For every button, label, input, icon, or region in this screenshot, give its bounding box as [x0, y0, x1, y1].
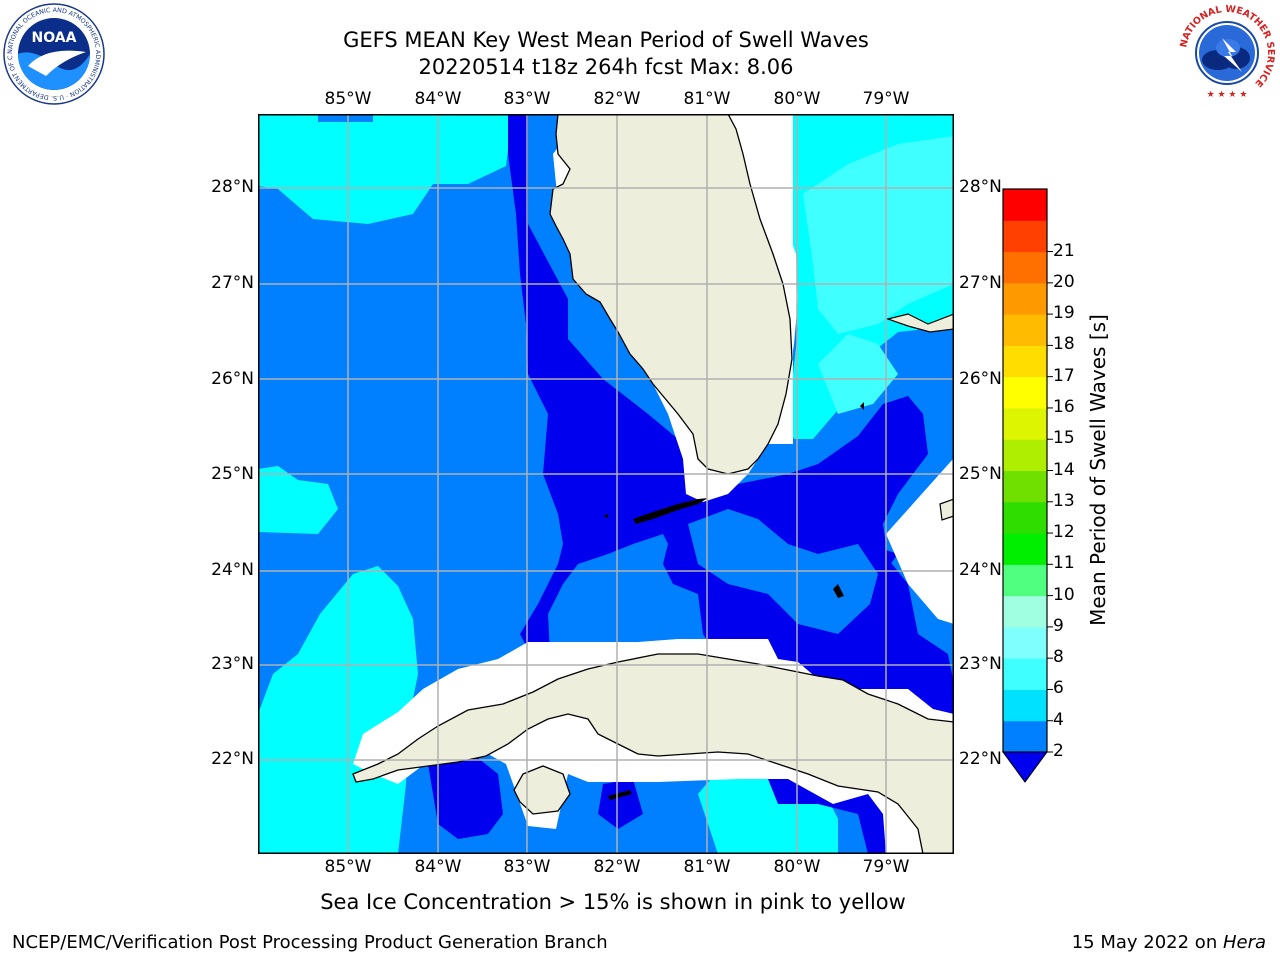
land-florida-keys	[603, 514, 608, 518]
colorbar-under-arrow	[1002, 751, 1048, 783]
colorbar-segment	[1003, 533, 1047, 565]
contour-under	[783, 522, 806, 549]
colorbar-segment	[1003, 220, 1047, 253]
lon-label-bottom: 79°W	[862, 857, 910, 877]
colorbar-tick-label: 2	[1053, 741, 1064, 761]
colorbar-segment	[1003, 407, 1047, 440]
lon-label-bottom: 81°W	[683, 857, 731, 877]
land-bahamas	[860, 402, 864, 410]
colorbar-segment	[1003, 439, 1047, 471]
lat-label-right: 24°N	[959, 560, 1002, 580]
lon-label-top: 80°W	[773, 89, 821, 109]
lat-label-left: 27°N	[211, 273, 254, 293]
colorbar-segment	[1003, 251, 1047, 284]
colorbar-tick-label: 19	[1053, 303, 1075, 324]
land-cays	[608, 790, 632, 800]
lat-label-right: 27°N	[959, 273, 1002, 293]
contour-4-6	[258, 566, 418, 854]
colorbar-segment	[1003, 314, 1047, 346]
lat-label-left: 24°N	[211, 560, 254, 580]
colorbar-tick-label: 17	[1053, 365, 1075, 386]
colorbar-segment	[1003, 658, 1047, 690]
colorbar-label: Mean Period of Swell Waves [s]	[1086, 314, 1110, 626]
land-bahamas	[885, 313, 954, 333]
map-frame	[258, 114, 954, 854]
colorbar-segment	[1003, 345, 1047, 378]
land-florida-keys	[633, 498, 708, 524]
colorbar-segment	[1003, 689, 1047, 722]
chart-title: GEFS MEAN Key West Mean Period of Swell …	[343, 28, 869, 52]
swell-period-map	[258, 114, 954, 854]
footer-host: Hera	[1222, 932, 1266, 953]
colorbar-tick-label: 8	[1053, 647, 1064, 668]
lat-label-left: 22°N	[211, 749, 254, 769]
land-florida	[549, 114, 793, 475]
chart-run-info: 20220514 t18z 264h fcst Max: 8.06	[418, 55, 794, 79]
lat-label-left: 28°N	[211, 177, 254, 197]
lat-label-left: 26°N	[211, 369, 254, 389]
noaa-logo: NATIONAL OCEANIC AND ATMOSPHERIC ADMINIS…	[2, 2, 105, 105]
colorbar-segment	[1003, 626, 1047, 659]
colorbar-tick-label: 21	[1053, 240, 1075, 261]
lon-label-bottom: 85°W	[324, 857, 372, 877]
colorbar-tick-label: 18	[1053, 334, 1075, 355]
colorbar-tick-label: 11	[1053, 553, 1075, 574]
colorbar-tick-label: 20	[1053, 271, 1075, 292]
lon-label-top: 82°W	[593, 89, 641, 109]
lon-label-top: 79°W	[862, 89, 910, 109]
colorbar-tick-label: 13	[1053, 490, 1075, 511]
lon-label-top: 85°W	[324, 89, 372, 109]
graticule	[258, 114, 954, 854]
contour-6-8	[818, 334, 898, 414]
lat-label-left: 25°N	[211, 464, 254, 484]
lon-label-top: 81°W	[683, 89, 731, 109]
lat-label-right: 23°N	[959, 654, 1002, 674]
contour-under	[428, 754, 503, 839]
colorbar-segment	[1003, 501, 1047, 534]
colorbar-tick-label: 10	[1053, 584, 1075, 605]
colorbar-segment	[1003, 189, 1047, 221]
lon-label-bottom: 84°W	[414, 857, 462, 877]
colorbar-segment	[1003, 470, 1047, 503]
lat-label-right: 26°N	[959, 369, 1002, 389]
colorbar-segment	[1003, 376, 1047, 409]
lat-label-right: 25°N	[959, 464, 1002, 484]
colorbar-tick-label: 15	[1053, 428, 1075, 449]
lat-label-right: 22°N	[959, 749, 1002, 769]
colorbar-tick-label: 9	[1053, 615, 1064, 636]
contour-4-6	[258, 114, 518, 224]
colorbar-segment	[1003, 282, 1047, 315]
lat-label-right: 28°N	[959, 177, 1002, 197]
land-bahamas	[833, 584, 844, 598]
colorbar-tick-label: 4	[1053, 709, 1064, 730]
lon-label-top: 84°W	[414, 89, 462, 109]
lat-label-left: 23°N	[211, 654, 254, 674]
land-bahamas	[939, 498, 954, 521]
sea-ice-note: Sea Ice Concentration > 15% is shown in …	[320, 890, 906, 914]
colorbar-segment	[1003, 720, 1047, 753]
colorbar	[1002, 188, 1053, 783]
lon-label-bottom: 80°W	[773, 857, 821, 877]
contour-4-6	[258, 466, 338, 534]
colorbar-tick-label: 12	[1053, 522, 1075, 543]
contour-under	[598, 779, 643, 829]
colorbar-tick-label: 6	[1053, 678, 1064, 699]
contour-under	[868, 544, 898, 574]
footer-producer: NCEP/EMC/Verification Post Processing Pr…	[12, 932, 608, 953]
land-cuba	[352, 653, 954, 854]
land-isla-juventud	[513, 765, 571, 815]
colorbar-segment	[1003, 564, 1047, 597]
lon-label-top: 83°W	[503, 89, 551, 109]
nws-logo: NATIONAL WEATHER SERVICE ★ ★ ★ ★	[1178, 4, 1276, 102]
colorbar-tick-label: 16	[1053, 396, 1075, 417]
svg-text:★ ★ ★ ★: ★ ★ ★ ★	[1207, 90, 1248, 100]
lon-label-bottom: 83°W	[503, 857, 551, 877]
footer-date-text: 15 May 2022 on	[1071, 932, 1223, 953]
colorbar-tick-label: 14	[1053, 459, 1075, 480]
lon-label-bottom: 82°W	[593, 857, 641, 877]
mask-area	[886, 459, 954, 624]
colorbar-segment	[1003, 595, 1047, 628]
noaa-logo-text: NOAA	[32, 30, 77, 46]
footer-date: 15 May 2022 on Hera	[1072, 932, 1266, 953]
